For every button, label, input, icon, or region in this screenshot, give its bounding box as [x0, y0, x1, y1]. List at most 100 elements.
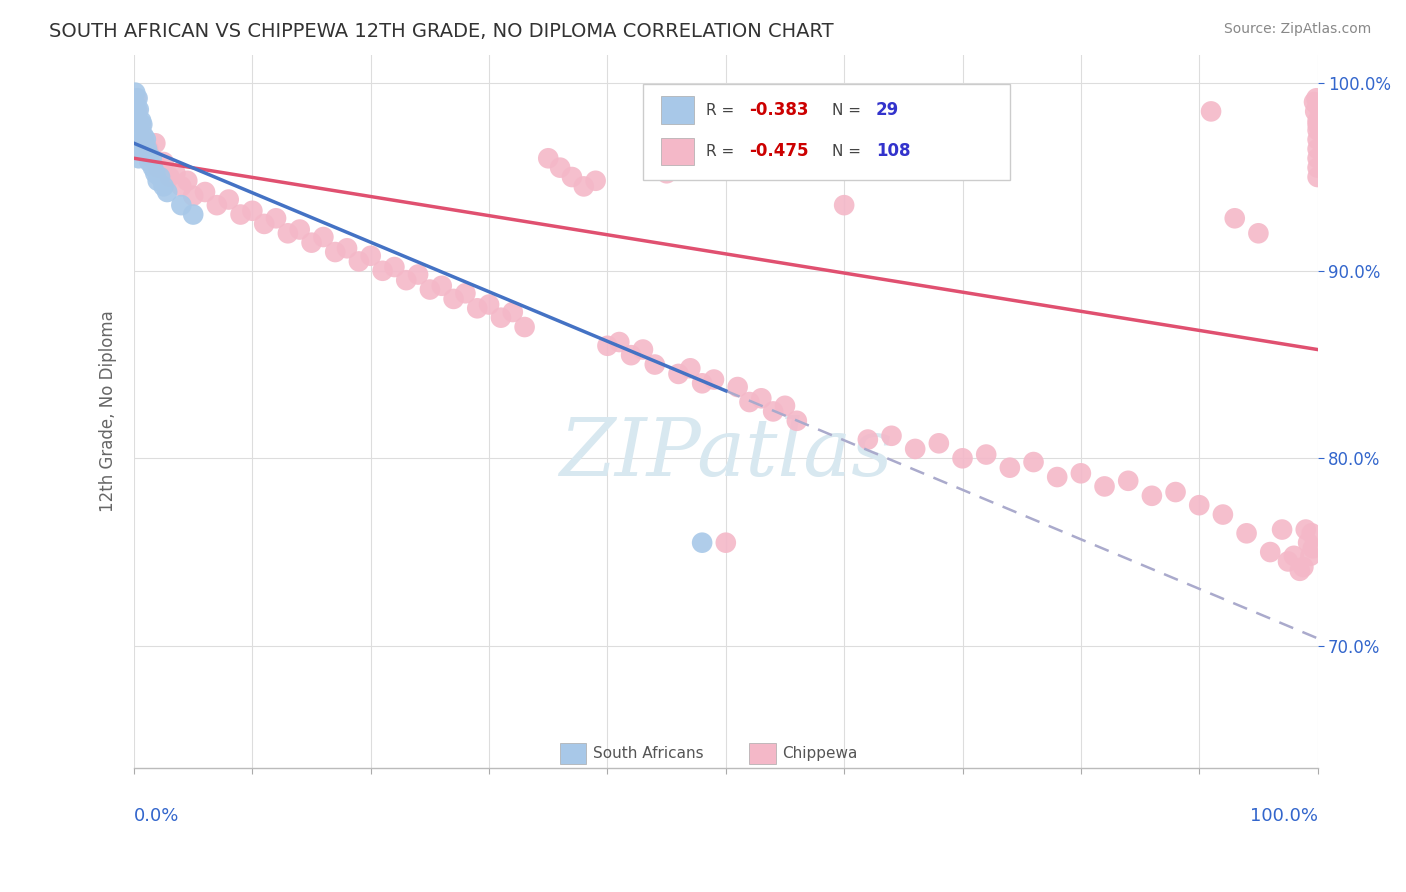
- Point: [128, 103, 150, 117]
- Point: [149, 169, 172, 184]
- Point: [1288, 564, 1310, 578]
- Point: [132, 128, 155, 143]
- Point: [974, 448, 997, 462]
- Point: [513, 320, 536, 334]
- Point: [1199, 104, 1222, 119]
- Text: R =: R =: [706, 144, 738, 159]
- Point: [159, 169, 181, 184]
- Point: [1094, 479, 1116, 493]
- Point: [631, 343, 654, 357]
- Point: [502, 305, 524, 319]
- Point: [620, 348, 643, 362]
- Text: -0.475: -0.475: [749, 143, 808, 161]
- Point: [1258, 545, 1281, 559]
- Point: [406, 268, 429, 282]
- Point: [585, 174, 607, 188]
- Point: [264, 211, 287, 226]
- Point: [738, 395, 761, 409]
- Point: [430, 278, 453, 293]
- Point: [572, 179, 595, 194]
- Point: [655, 166, 678, 180]
- Point: [607, 334, 630, 349]
- Text: South Africans: South Africans: [593, 746, 704, 761]
- Point: [880, 429, 903, 443]
- Point: [832, 198, 855, 212]
- Point: [125, 128, 148, 143]
- Point: [443, 292, 465, 306]
- Point: [138, 155, 160, 169]
- Text: 100.0%: 100.0%: [1250, 807, 1317, 825]
- Point: [170, 198, 193, 212]
- Point: [136, 147, 159, 161]
- Point: [1277, 554, 1299, 568]
- Point: [1164, 485, 1187, 500]
- Point: [181, 188, 204, 202]
- Point: [360, 249, 382, 263]
- Point: [1299, 549, 1322, 563]
- Point: [548, 161, 571, 175]
- Point: [690, 535, 713, 549]
- Point: [129, 118, 152, 132]
- Point: [1070, 467, 1092, 481]
- Point: [489, 310, 512, 325]
- Point: [1303, 95, 1326, 109]
- FancyBboxPatch shape: [643, 84, 1010, 180]
- Point: [1236, 526, 1258, 541]
- Point: [1247, 227, 1270, 241]
- Point: [146, 174, 169, 188]
- Point: [129, 123, 152, 137]
- Point: [1306, 99, 1329, 113]
- Point: [134, 136, 156, 151]
- Point: [749, 392, 772, 406]
- FancyBboxPatch shape: [749, 743, 776, 764]
- Point: [1140, 489, 1163, 503]
- Point: [229, 208, 252, 222]
- Point: [561, 169, 583, 184]
- Point: [128, 151, 150, 165]
- Point: [205, 198, 228, 212]
- Point: [146, 161, 169, 175]
- Point: [288, 222, 311, 236]
- Point: [152, 155, 174, 169]
- Point: [1306, 142, 1329, 156]
- Point: [384, 260, 406, 274]
- Point: [181, 208, 204, 222]
- Point: [170, 179, 193, 194]
- Text: Chippewa: Chippewa: [783, 746, 858, 761]
- FancyBboxPatch shape: [560, 743, 586, 764]
- Point: [131, 118, 153, 132]
- Point: [132, 132, 155, 146]
- Text: -0.383: -0.383: [749, 101, 808, 119]
- Text: ZIPatlas: ZIPatlas: [560, 416, 893, 493]
- Point: [1306, 118, 1329, 132]
- Point: [1306, 113, 1329, 128]
- Text: 29: 29: [876, 101, 900, 119]
- Point: [136, 142, 159, 156]
- Point: [1302, 541, 1324, 556]
- Point: [1306, 132, 1329, 146]
- Point: [856, 433, 879, 447]
- Point: [1271, 523, 1294, 537]
- Point: [454, 286, 477, 301]
- Point: [714, 535, 737, 549]
- Point: [1301, 526, 1323, 541]
- Y-axis label: 12th Grade, No Diploma: 12th Grade, No Diploma: [100, 310, 117, 512]
- Point: [141, 151, 163, 165]
- Point: [1046, 470, 1069, 484]
- Point: [537, 151, 560, 165]
- Point: [596, 339, 619, 353]
- Point: [194, 185, 217, 199]
- Point: [127, 136, 149, 151]
- Point: [143, 136, 166, 151]
- Point: [143, 166, 166, 180]
- Point: [668, 367, 690, 381]
- Text: 108: 108: [876, 143, 911, 161]
- Point: [323, 245, 346, 260]
- Point: [312, 230, 335, 244]
- Point: [1292, 560, 1315, 574]
- Point: [127, 91, 149, 105]
- Point: [1212, 508, 1234, 522]
- Point: [371, 264, 394, 278]
- Point: [1223, 211, 1246, 226]
- Point: [998, 460, 1021, 475]
